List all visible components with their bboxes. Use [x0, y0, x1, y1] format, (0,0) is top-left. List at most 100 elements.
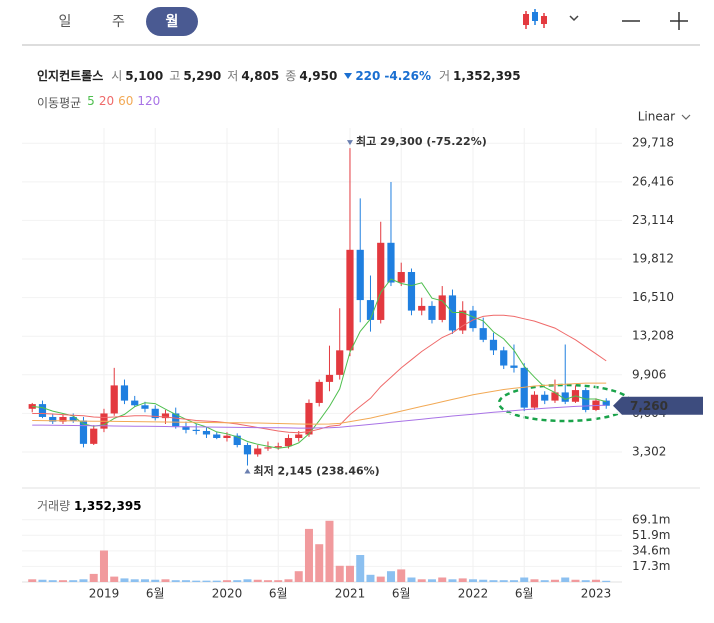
candle-body	[120, 385, 129, 401]
scale-chevron[interactable]	[681, 114, 691, 120]
x-tick-label: 2021	[335, 587, 366, 601]
candle-body	[377, 242, 385, 320]
volume-bar	[171, 580, 180, 582]
volume-bar	[602, 580, 611, 582]
change: 220	[355, 68, 381, 83]
candle-body	[131, 400, 139, 406]
candle-body	[541, 394, 549, 401]
period-tab[interactable]: 일	[59, 14, 72, 30]
ma-line	[32, 382, 607, 425]
candle-body	[551, 392, 559, 401]
legend-entry: 5	[87, 94, 95, 108]
candle-body	[151, 408, 159, 419]
volume-label: 거	[439, 69, 451, 83]
volume-bar	[479, 579, 488, 582]
volume-bar	[274, 580, 283, 582]
volume-bar	[581, 580, 590, 582]
volume-bar	[28, 579, 37, 582]
field-value: 4,950	[299, 68, 338, 83]
candle-body	[274, 446, 282, 448]
period-tab[interactable]: 주	[112, 14, 125, 30]
min-label: 최저 2,145 (238.46%)	[253, 464, 379, 478]
y-tick-label: 16,510	[632, 290, 674, 304]
price-tag-label: 7,260	[630, 399, 668, 413]
x-tick-label: 6월	[392, 587, 411, 601]
candle-body	[213, 434, 221, 439]
quote-info: 인지컨트롤스 시 5,100 고 5,290 저 4,805 종 4,950 220 -4.26% 거…	[37, 67, 527, 84]
x-tick-label: 6월	[146, 587, 165, 601]
volume-bar	[130, 579, 139, 582]
candle-body	[79, 420, 88, 444]
stock-name: 인지컨트롤스	[37, 69, 104, 83]
candle-body	[295, 434, 303, 439]
volume-title: 거래량 1,352,395	[37, 497, 142, 514]
legend-entry: 120	[137, 94, 161, 108]
candle-body	[110, 385, 118, 414]
field-label: 저	[227, 69, 239, 83]
volume-bar	[550, 579, 559, 582]
legend-entry: 20	[98, 94, 115, 108]
volume-bar	[212, 580, 221, 582]
price-tag	[613, 396, 703, 415]
field-label: 시	[111, 69, 123, 83]
volume-bar	[253, 579, 262, 582]
down-arrow	[344, 72, 353, 79]
volume-bar	[304, 528, 313, 582]
candle-body	[202, 430, 211, 435]
candle-body	[264, 447, 272, 449]
volume-bar	[540, 580, 549, 582]
y-tick-label: 13,208	[632, 329, 674, 343]
candle-body	[90, 428, 98, 444]
dropdown-chevron[interactable]	[569, 15, 579, 22]
candle-body	[530, 394, 539, 408]
period-tab[interactable]: 월	[166, 13, 179, 30]
candle-body	[397, 272, 405, 283]
x-tick-label: 2023	[581, 587, 612, 601]
volume-bar	[335, 565, 344, 582]
volume-title-value: 1,352,395	[73, 499, 142, 513]
price-pane	[28, 148, 610, 466]
zoom-in-button[interactable]	[670, 12, 688, 30]
candle-body	[459, 310, 467, 331]
candle-body	[582, 390, 590, 410]
candle-body	[356, 249, 364, 301]
volume-bar	[397, 569, 406, 582]
volume-bar	[48, 580, 57, 582]
candle-body	[223, 435, 231, 439]
volume-bar	[294, 571, 303, 582]
volume-bar	[110, 576, 119, 582]
field-label: 종	[285, 69, 297, 83]
arrow-shape	[344, 72, 353, 79]
chart-type-icon[interactable]	[523, 9, 547, 29]
ma-title: 이동평균	[37, 96, 82, 110]
volume-value: 1,352,395	[453, 68, 521, 83]
candle-body	[254, 448, 262, 455]
candle-body	[243, 445, 252, 455]
candle-body	[69, 416, 77, 421]
volume-bar	[376, 576, 385, 582]
candle-body	[407, 272, 416, 311]
volume-bar	[89, 573, 98, 582]
volume-bar	[509, 580, 518, 582]
volume-bar	[202, 580, 211, 582]
volume-bar	[140, 579, 149, 582]
ma-line	[32, 278, 607, 449]
candle-body	[182, 426, 190, 430]
candle-body	[49, 416, 57, 422]
candle-body	[510, 365, 518, 368]
x-tick-label: 2019	[89, 587, 120, 601]
volume-bar	[458, 578, 467, 582]
x-tick-label: 6월	[269, 587, 288, 601]
volume-bar	[345, 565, 354, 582]
volume-bar	[386, 571, 395, 582]
candle-body	[500, 350, 508, 366]
volume-bar	[243, 579, 252, 582]
max-label: 최고 29,300 (-75.22%)	[356, 134, 487, 148]
volume-bar	[161, 579, 170, 582]
volume-bar	[263, 580, 272, 582]
y-tick-label: 17.3m	[632, 559, 670, 573]
scale-selector[interactable]: Linear	[638, 110, 675, 124]
volume-bar	[151, 579, 160, 582]
field-value: 5,290	[183, 68, 222, 83]
